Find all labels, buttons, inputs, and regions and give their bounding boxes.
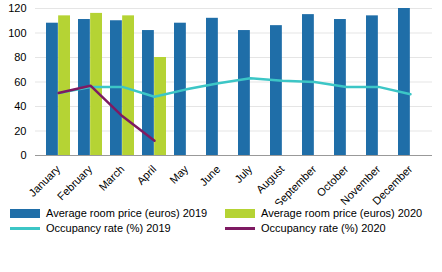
- svg-text:August: August: [253, 162, 287, 196]
- svg-text:0: 0: [20, 149, 26, 161]
- svg-text:20: 20: [14, 125, 26, 137]
- svg-text:April: April: [134, 163, 158, 187]
- svg-text:40: 40: [14, 100, 26, 112]
- svg-text:June: June: [197, 163, 222, 188]
- svg-text:July: July: [232, 162, 255, 185]
- svg-text:September: September: [272, 163, 319, 205]
- svg-text:100: 100: [8, 27, 26, 39]
- html-text:Average room price (euros) 201: Average room price (euros) 2019: [46, 207, 208, 219]
- html-text:Occupancy rate (%) 2019: Occupancy rate (%) 2019: [46, 222, 171, 234]
- html-text:Occupancy rate (%) 2020: Occupancy rate (%) 2020: [261, 222, 386, 234]
- svg-text:October: October: [314, 162, 351, 199]
- svg-text:December: December: [370, 163, 415, 205]
- html-text:Average room price (euros) 202: Average room price (euros) 2020: [261, 207, 423, 219]
- svg-text:May: May: [167, 162, 191, 186]
- svg-text:March: March: [96, 163, 126, 193]
- svg-text:January: January: [26, 162, 63, 199]
- svg-text:February: February: [55, 162, 95, 202]
- svg-text:120: 120: [8, 2, 26, 14]
- svg-text:80: 80: [14, 51, 26, 63]
- svg-text:60: 60: [14, 76, 26, 88]
